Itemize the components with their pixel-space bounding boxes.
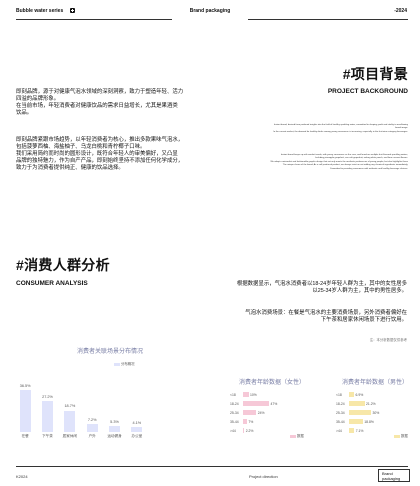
- male-age-label: 18-24: [336, 401, 345, 406]
- scene-bar: [86, 423, 98, 432]
- male-age-value: 7.1%: [355, 428, 364, 433]
- male-age-label: 35-44: [336, 419, 345, 424]
- male-legend-swatch: [394, 434, 400, 438]
- background-english-1: Instant brand, derived from profound ins…: [273, 124, 408, 133]
- footer-brand-box: Brand packaging: [378, 469, 410, 482]
- male-age-label: >44: [336, 428, 342, 433]
- scene-bar: [64, 410, 76, 432]
- header-rule-left: [16, 19, 172, 20]
- scene-category-label: 户外: [88, 434, 96, 438]
- consumer-paragraph-1: 根据数据显示，气泡水消费者以18-24岁年轻人群为主，其中的女性居多 以25-3…: [236, 281, 407, 295]
- male-chart-legend: 数据: [394, 433, 408, 438]
- female-age-label: 25-34: [230, 410, 239, 415]
- female-chart-title: 消费者年龄数据（女性）: [238, 380, 305, 386]
- female-age-label: >44: [230, 428, 236, 433]
- female-legend-swatch: [290, 434, 296, 438]
- footer-center: Project direction: [249, 474, 278, 479]
- female-age-label: 35-44: [230, 419, 239, 424]
- footer-rule: [16, 466, 408, 467]
- female-age-value: 47%: [270, 401, 278, 406]
- header-rule-right: [248, 19, 408, 20]
- female-age-bar: [243, 410, 257, 415]
- scene-bar: [109, 425, 120, 432]
- scene-category-label: 居家休闲: [62, 434, 78, 438]
- footer-left: K2024: [16, 474, 28, 479]
- male-age-bar: [349, 392, 355, 397]
- background-english-2: Instant brand keeps up with market trend…: [270, 154, 409, 170]
- background-subtitle: PROJECT BACKGROUND: [327, 88, 408, 95]
- scene-chart-title: 消费者关联场景分布情况: [76, 349, 143, 355]
- female-age-bar: [243, 428, 245, 433]
- female-age-value: 24%: [257, 410, 265, 415]
- female-age-value: 2.2%: [245, 428, 254, 433]
- scene-bar-chart: 36.5% 27.2% 18.7% 7.2% 5.3% 4.1%: [14, 378, 148, 432]
- scene-category-label: 办公室: [131, 434, 143, 438]
- scene-chart-legend: 分布概况: [114, 361, 135, 366]
- scene-legend-swatch: [114, 362, 120, 366]
- background-paragraph-2: 即刻品牌紧跟市场趋势，以年轻消费者为核心，推出多款果味气泡水， 包括菠萝西柚、海…: [16, 137, 184, 172]
- header-series-title: Bubble water series: [16, 8, 64, 14]
- consumer-subtitle: CONSUMER ANALYSIS: [16, 280, 88, 287]
- scene-bar-label: 7.2%: [87, 417, 97, 422]
- scene-bar-label: 18.7%: [64, 404, 76, 409]
- male-chart-title: 消费者年龄数据（男性）: [341, 380, 408, 386]
- header-year: -2024: [394, 8, 407, 14]
- male-age-bar: [349, 401, 365, 406]
- scene-bar: [42, 400, 53, 432]
- background-title: #项目背景: [342, 66, 408, 82]
- scene-category-axis: 在餐 下午茶 居家休闲 户外 运动健身 办公室: [14, 434, 148, 442]
- male-age-bar: [349, 410, 371, 415]
- female-age-value: 10%: [250, 392, 257, 397]
- male-age-value: 6.9%: [355, 392, 364, 397]
- consumer-title: #消费人群分析: [16, 257, 110, 273]
- male-age-value: 18.8%: [364, 419, 374, 424]
- male-age-label: <18: [336, 392, 342, 397]
- background-paragraph-1: 即刻品牌，源于对健康气泡水领域的深刻洞察，致力于塑造年轻、活力 四溢的品牌形象。…: [16, 89, 184, 117]
- male-age-bar: [349, 419, 363, 424]
- scene-category-label: 下午茶: [42, 434, 53, 438]
- male-age-value: 30%: [372, 410, 380, 415]
- female-chart-legend: 数据: [290, 433, 304, 438]
- female-age-bar: [243, 401, 269, 406]
- male-age-value: 21.2%: [366, 401, 376, 406]
- scene-bar-label: 4.1%: [132, 421, 142, 426]
- scene-bar: [19, 390, 31, 432]
- plus-icon: [70, 8, 75, 14]
- female-age-label: 18-24: [230, 401, 239, 406]
- consumer-paragraph-2: 气泡水消费场景：在餐是气泡水的主要消费场景，另外消费者偏好在 下午茶和居家休闲场…: [245, 310, 407, 324]
- male-age-label: 25-34: [336, 410, 345, 415]
- female-age-label: <18: [230, 392, 236, 397]
- scene-bar-label: 5.3%: [110, 419, 119, 424]
- scene-category-label: 运动健身: [107, 434, 122, 438]
- data-source-note: 注：本分析数据仅供参考: [369, 338, 407, 342]
- male-age-bar: [349, 428, 355, 433]
- scene-category-label: 在餐: [21, 434, 29, 438]
- header-center-title: Brand packaging: [189, 8, 231, 14]
- scene-bar-label: 27.2%: [42, 394, 53, 399]
- female-age-value: 7%: [248, 419, 254, 424]
- female-age-bar: [243, 419, 247, 424]
- scene-bar: [131, 427, 143, 432]
- male-age-chart: <18 6.9% 18-24 21.2% 25-34 30% 35-44 18.8% >44 7.…: [336, 392, 396, 438]
- female-age-chart: <18 10% 18-24 47% 25-34 24% 35-44 7% >44 2.2%: [230, 392, 302, 438]
- scene-bar-label: 36.5%: [19, 384, 31, 389]
- female-age-bar: [243, 392, 249, 397]
